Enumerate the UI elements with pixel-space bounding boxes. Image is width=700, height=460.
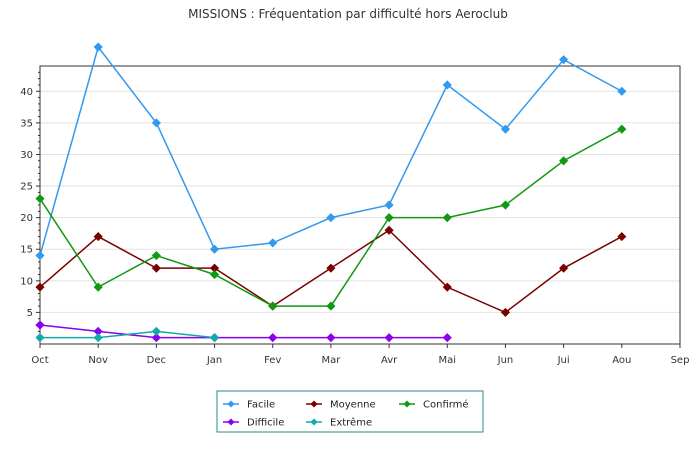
legend-box [216, 390, 484, 433]
data-point [151, 326, 161, 336]
x-tick-label: Sep [671, 355, 690, 366]
data-point [384, 200, 394, 210]
data-point [209, 269, 220, 280]
data-point [268, 238, 278, 248]
series-0 [35, 42, 627, 261]
data-point [326, 301, 336, 311]
data-point [442, 80, 452, 90]
legend-item: Difficile [223, 418, 284, 429]
y-axis: 5 10 15 20 25 30 35 40 [20, 71, 40, 339]
legend-label: Difficile [247, 418, 284, 429]
x-tick-label: Dec [147, 355, 166, 366]
series-line [40, 330, 215, 339]
series-line [39, 45, 623, 256]
data-point [617, 124, 627, 134]
y-tick-label: 35 [20, 118, 33, 129]
data-point [559, 263, 569, 273]
data-point [384, 225, 394, 235]
data-point [151, 250, 161, 261]
x-axis: Oct Nov Dec Jan Fev Mar Avr Mai Jun Jui Aou Sep [31, 344, 689, 366]
series-layer [35, 42, 627, 343]
data-point [268, 333, 278, 343]
data-point [209, 333, 220, 343]
plot-grid [40, 90, 680, 313]
data-point [500, 124, 511, 134]
chart-title: MISSIONS : Fréquentation par difficulté … [188, 7, 508, 21]
data-point [384, 333, 394, 343]
data-point [35, 250, 45, 261]
series-2 [35, 124, 627, 311]
data-point [35, 333, 45, 343]
x-tick-label: Fev [264, 355, 281, 366]
data-point [93, 42, 103, 52]
data-point [442, 282, 452, 292]
legend: Facile Moyenne Confirmé Difficile Extrême [216, 390, 484, 433]
series-4 [35, 326, 220, 343]
legend-item: Facile [223, 400, 275, 411]
x-tick-label: Jan [206, 355, 222, 366]
x-tick-label: Jui [557, 355, 570, 366]
x-tick-label: Oct [31, 355, 48, 366]
legend-item: Moyenne [306, 400, 376, 411]
data-point [500, 307, 511, 317]
series-line [39, 324, 448, 339]
legend-item: Confirmé [399, 399, 469, 411]
data-point [384, 213, 394, 223]
y-tick-label: 30 [20, 150, 33, 161]
data-point [442, 333, 452, 343]
data-point [35, 194, 45, 204]
data-point [93, 282, 103, 292]
data-point [326, 213, 336, 223]
legend-label: Confirmé [423, 399, 469, 411]
data-point [268, 301, 278, 311]
data-point [617, 86, 627, 96]
series-3 [35, 320, 452, 343]
data-point [559, 55, 569, 65]
legend-label: Facile [247, 400, 275, 411]
data-point [442, 213, 452, 223]
y-tick-label: 40 [20, 87, 33, 98]
legend-label: Moyenne [330, 400, 376, 411]
x-tick-label: Mar [321, 355, 341, 366]
legend-swatch-marker [227, 418, 235, 426]
x-tick-label: Jun [497, 355, 514, 366]
data-point [35, 320, 45, 330]
y-tick-label: 5 [27, 308, 33, 319]
legend-swatch-marker [227, 400, 235, 408]
data-point [151, 118, 161, 128]
y-tick-label: 10 [20, 276, 33, 287]
legend-swatch-marker [310, 400, 318, 408]
data-point [35, 282, 45, 292]
data-point [93, 333, 103, 343]
x-tick-label: Avr [381, 355, 398, 366]
data-point [93, 232, 103, 242]
y-tick-label: 25 [20, 182, 33, 193]
data-point [559, 156, 569, 166]
legend-label: Extrême [330, 417, 372, 429]
data-point [151, 263, 161, 273]
legend-item: Extrême [306, 417, 372, 429]
x-tick-label: Mai [438, 355, 456, 366]
data-point [326, 263, 336, 273]
legend-swatch-marker [403, 400, 411, 408]
x-tick-label: Nov [88, 355, 108, 366]
legend-swatch-marker [310, 418, 318, 426]
data-point [209, 244, 220, 254]
data-point [326, 333, 336, 343]
y-tick-label: 20 [20, 213, 33, 224]
data-point [500, 200, 511, 210]
y-tick-label: 15 [20, 245, 33, 256]
x-tick-label: Aou [612, 355, 631, 366]
plot-area [39, 65, 681, 345]
data-point [617, 232, 627, 242]
data-point [151, 333, 161, 343]
